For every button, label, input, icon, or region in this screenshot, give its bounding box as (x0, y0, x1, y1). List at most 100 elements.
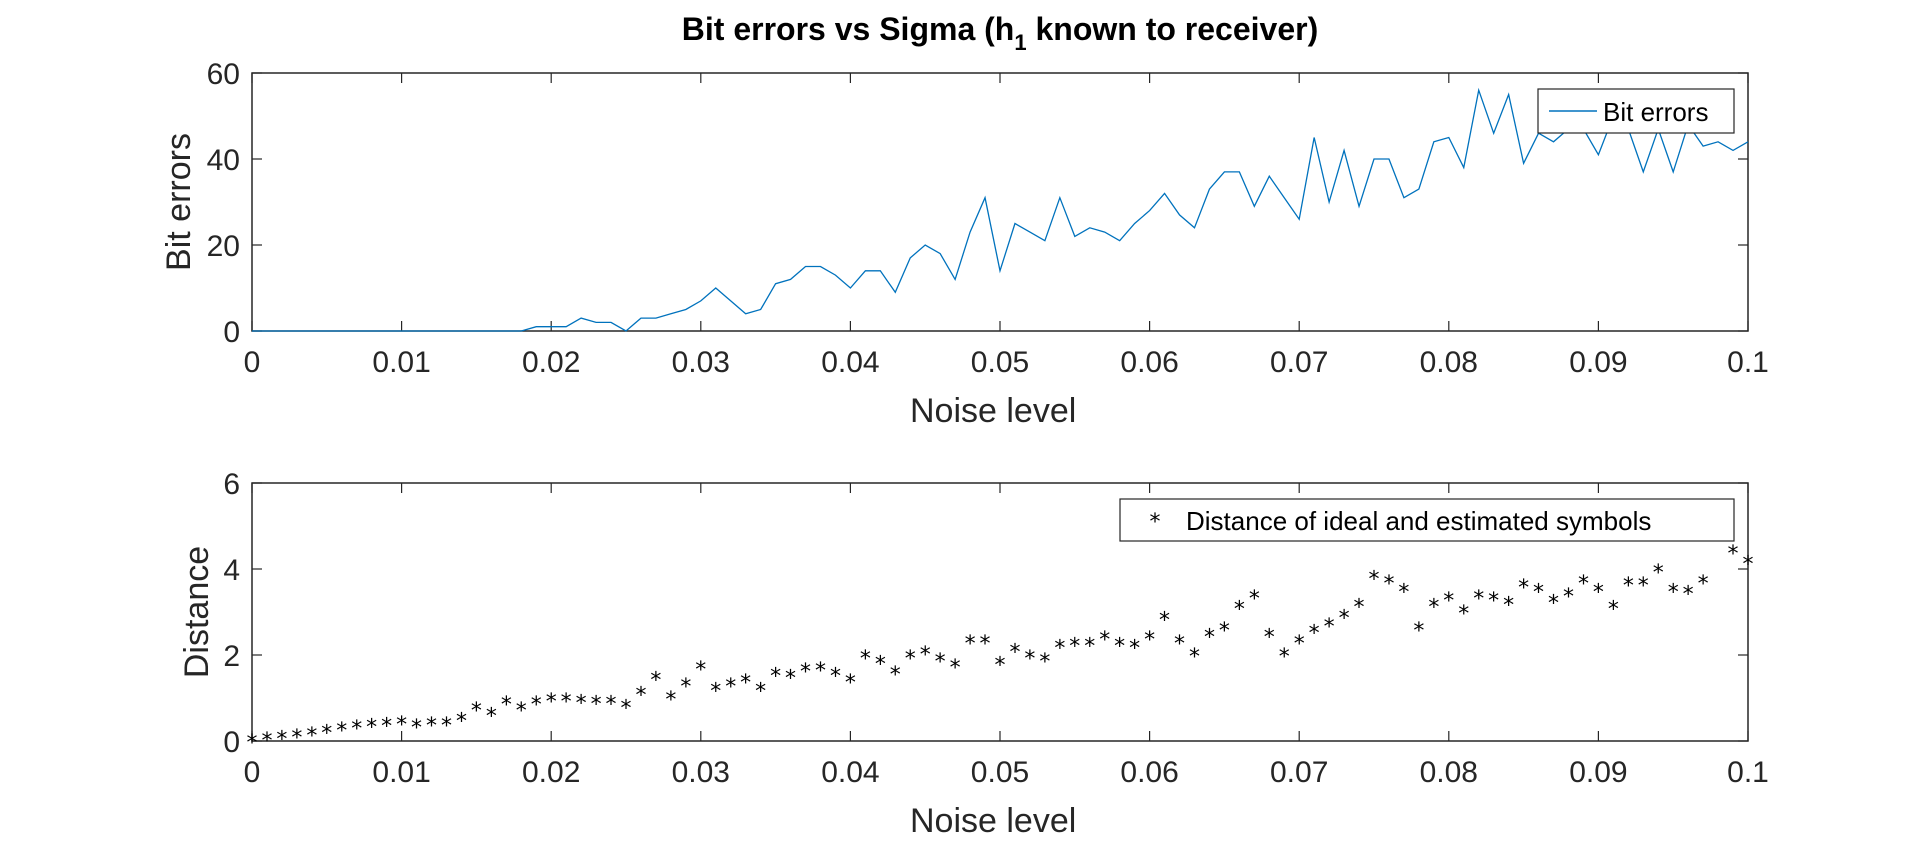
distance-point: * (1233, 598, 1246, 623)
distance-point: * (1427, 596, 1440, 621)
bottom-x-axis-label: Noise level (910, 802, 1076, 840)
top-x-tick-label: 0.06 (1120, 346, 1178, 379)
distance-point: * (769, 664, 782, 689)
distance-point: * (1562, 585, 1575, 610)
distance-point: * (1592, 581, 1605, 606)
distance-point: * (1203, 626, 1216, 651)
bottom-y-tick-label: 6 (223, 468, 240, 501)
bottom-legend: * Distance of ideal and estimated symbol… (1119, 498, 1735, 542)
bottom-y-tick-label: 2 (223, 640, 240, 673)
bottom-x-tick-label: 0.02 (522, 756, 580, 789)
distance-point: * (560, 690, 573, 715)
distance-point: * (664, 688, 677, 713)
distance-point: * (380, 715, 393, 740)
bottom-x-tick-label: 0.1 (1727, 756, 1769, 789)
distance-point: * (604, 692, 617, 717)
distance-point: * (350, 717, 363, 742)
distance-point: * (1188, 645, 1201, 670)
distance-point: * (1352, 596, 1365, 621)
distance-point: * (1412, 619, 1425, 644)
top-x-tick-label: 0.01 (372, 346, 430, 379)
distance-point: * (365, 716, 378, 741)
distance-point: * (395, 713, 408, 738)
distance-point: * (1622, 574, 1635, 599)
distance-point: * (754, 679, 767, 704)
top-legend-label: Bit errors (1603, 97, 1708, 127)
bottom-x-tick-label: 0.01 (372, 756, 430, 789)
distance-point: * (1652, 561, 1665, 586)
distance-point: * (500, 693, 513, 718)
bottom-x-tick-label: 0.08 (1420, 756, 1478, 789)
distance-point: * (919, 643, 932, 668)
distance-point: * (1278, 645, 1291, 670)
distance-point: * (305, 724, 318, 749)
bottom-y-ticks: 0 2 4 6 (223, 468, 1748, 759)
top-x-tick-label: 0 (244, 346, 261, 379)
top-axes: 0 20 40 60 0 0.01 0.02 0.03 0.04 0.05 0.06 0.07 0.0… (160, 58, 1769, 430)
top-plot-frame (251, 72, 1749, 332)
top-legend: Bit errors (1537, 88, 1735, 134)
bottom-x-ticks: 0 0.01 0.02 0.03 0.04 0.05 0.06 0.07 0.08 0.09 0.1 (244, 483, 1769, 789)
top-x-tick-label: 0.02 (522, 346, 580, 379)
distance-point: * (1308, 621, 1321, 646)
distance-point: * (1547, 591, 1560, 616)
distance-point: * (1068, 634, 1081, 659)
bottom-x-tick-label: 0.06 (1120, 756, 1178, 789)
bottom-y-axis-label: Distance (178, 546, 216, 678)
bottom-series: * * * * * * * * * * * * * * * * * * * * * * * * * ******* * * ** * * * *… (245, 542, 1754, 756)
distance-point: * (1667, 581, 1680, 606)
distance-point: * (589, 692, 602, 717)
distance-point: * (470, 699, 483, 724)
bottom-y-tick-label: 4 (223, 554, 240, 587)
distance-point: * (1158, 608, 1171, 633)
distance-point: * (1128, 636, 1141, 661)
distance-point: * (1382, 572, 1395, 597)
distance-point: * (1218, 619, 1231, 644)
distance-point: * (724, 675, 737, 700)
top-x-ticks: 0 0.01 0.02 0.03 0.04 0.05 0.06 0.07 0.08 0.09 0.1 (244, 73, 1769, 379)
distance-point: * (275, 728, 288, 753)
bottom-y-tick-label: 0 (223, 726, 240, 759)
distance-point: * (694, 658, 707, 683)
distance-point: * (1487, 589, 1500, 614)
top-x-axis-label: Noise level (910, 392, 1076, 430)
distance-point: * (245, 731, 258, 756)
distance-point: * (1726, 542, 1739, 567)
top-x-tick-label: 0.07 (1270, 346, 1328, 379)
bottom-legend-box (1119, 498, 1735, 542)
distance-point: * (1532, 581, 1545, 606)
distance-point: * (515, 699, 528, 724)
distance-point: * (260, 729, 273, 754)
distance-point: * (1637, 574, 1650, 599)
distance-point: * (1577, 572, 1590, 597)
distance-point: * (1337, 606, 1350, 631)
bit-errors-line (252, 87, 1749, 332)
bottom-axes: 0 2 4 6 0 0.01 0.02 0.03 0.04 0.05 0.06 0.07 0.08 0.… (178, 468, 1769, 840)
distance-point: * (1293, 632, 1306, 657)
distance-point: * (859, 647, 872, 672)
distance-point: * (1098, 628, 1111, 653)
distance-point: * (634, 684, 647, 709)
distance-point: * (1397, 581, 1410, 606)
distance-point: * (335, 719, 348, 744)
distance-point: * (1741, 553, 1754, 578)
top-x-tick-label: 0.08 (1420, 346, 1478, 379)
distance-point: * (1502, 593, 1515, 618)
bottom-x-tick-label: 0.09 (1569, 756, 1627, 789)
distance-point: * (1038, 650, 1051, 675)
distance-point: * (829, 664, 842, 689)
bottom-legend-label: Distance of ideal and estimated symbols (1186, 506, 1651, 536)
distance-point: * (485, 704, 498, 729)
distance-point: * (440, 714, 453, 739)
distance-point: * (889, 663, 902, 688)
distance-point: * (948, 656, 961, 681)
bottom-x-tick-label: 0.07 (1270, 756, 1328, 789)
distance-point: * (844, 671, 857, 696)
distance-point: * (1457, 602, 1470, 627)
distance-point: * (1367, 568, 1380, 593)
distance-point: * (1023, 647, 1036, 672)
bottom-legend-swatch: * (1148, 510, 1161, 535)
distance-point: * (619, 697, 632, 722)
distance-point: * (934, 650, 947, 675)
